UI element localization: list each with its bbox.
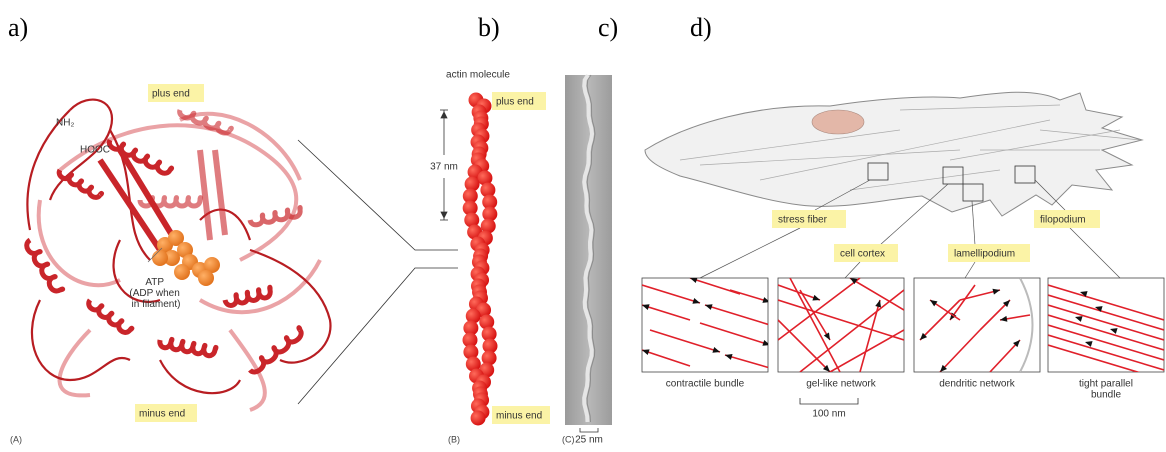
atp-label-line: (ADP when — [129, 288, 179, 299]
box-caption: tight parallel — [1079, 379, 1133, 390]
panel-tag: (C) — [562, 434, 575, 444]
network-box — [914, 278, 1040, 372]
callout-label: stress fiber — [778, 215, 828, 226]
repeat-length-label: 37 nm — [430, 162, 458, 173]
nucleus — [812, 110, 864, 134]
helix — [250, 328, 301, 372]
box-caption: bundle — [1091, 390, 1121, 401]
scale-bar — [580, 428, 598, 432]
molecule-label: actin molecule — [446, 70, 510, 81]
zoom-line — [298, 268, 458, 404]
helix — [160, 339, 216, 355]
panel-tag: (A) — [10, 434, 22, 444]
loop — [60, 330, 90, 395]
panel-label: d) — [690, 13, 712, 42]
strand — [215, 150, 225, 235]
box-caption: gel-like network — [806, 379, 876, 390]
atp-sphere — [174, 264, 190, 280]
helix — [59, 170, 101, 197]
n-terminus-label: NH₂ — [56, 118, 74, 129]
network-boxes — [642, 277, 1164, 380]
actin-filament — [463, 93, 498, 426]
box-caption: dendritic network — [939, 379, 1016, 390]
scale-bar-label: 25 nm — [575, 435, 603, 446]
zoom-line — [298, 140, 458, 250]
minus-end-label: minus end — [139, 409, 185, 420]
plus-end-label: plus end — [496, 97, 534, 108]
atp-label-line: in filament) — [132, 299, 181, 310]
atp-sphere — [152, 250, 168, 266]
actin-subunit — [471, 411, 486, 426]
strand — [200, 150, 210, 240]
scale-bar-label: 100 nm — [812, 409, 845, 420]
minus-end-label: minus end — [496, 411, 542, 422]
box-caption: contractile bundle — [666, 379, 745, 390]
scale-bar — [800, 398, 858, 404]
panel-label: b) — [478, 13, 500, 42]
panel-tag: (B) — [448, 434, 460, 444]
helix — [225, 287, 270, 305]
helix — [89, 300, 132, 332]
figure: a) b) c) d) plus end minus end NH₂ HOOC … — [0, 0, 1166, 452]
loop — [160, 360, 240, 393]
panel-label: a) — [8, 13, 28, 42]
atp-sphere — [198, 270, 214, 286]
callout-label: lamellipodium — [954, 249, 1015, 260]
atp-label: ATP (ADP when in filament) — [129, 277, 182, 310]
loop — [39, 200, 120, 285]
callout-label: filopodium — [1040, 215, 1086, 226]
panel-label: c) — [598, 13, 618, 42]
plus-end-label: plus end — [152, 89, 190, 100]
atp-label-line: ATP — [145, 277, 164, 288]
callout-label: cell cortex — [840, 249, 885, 260]
c-terminus-label: HOOC — [80, 145, 110, 156]
